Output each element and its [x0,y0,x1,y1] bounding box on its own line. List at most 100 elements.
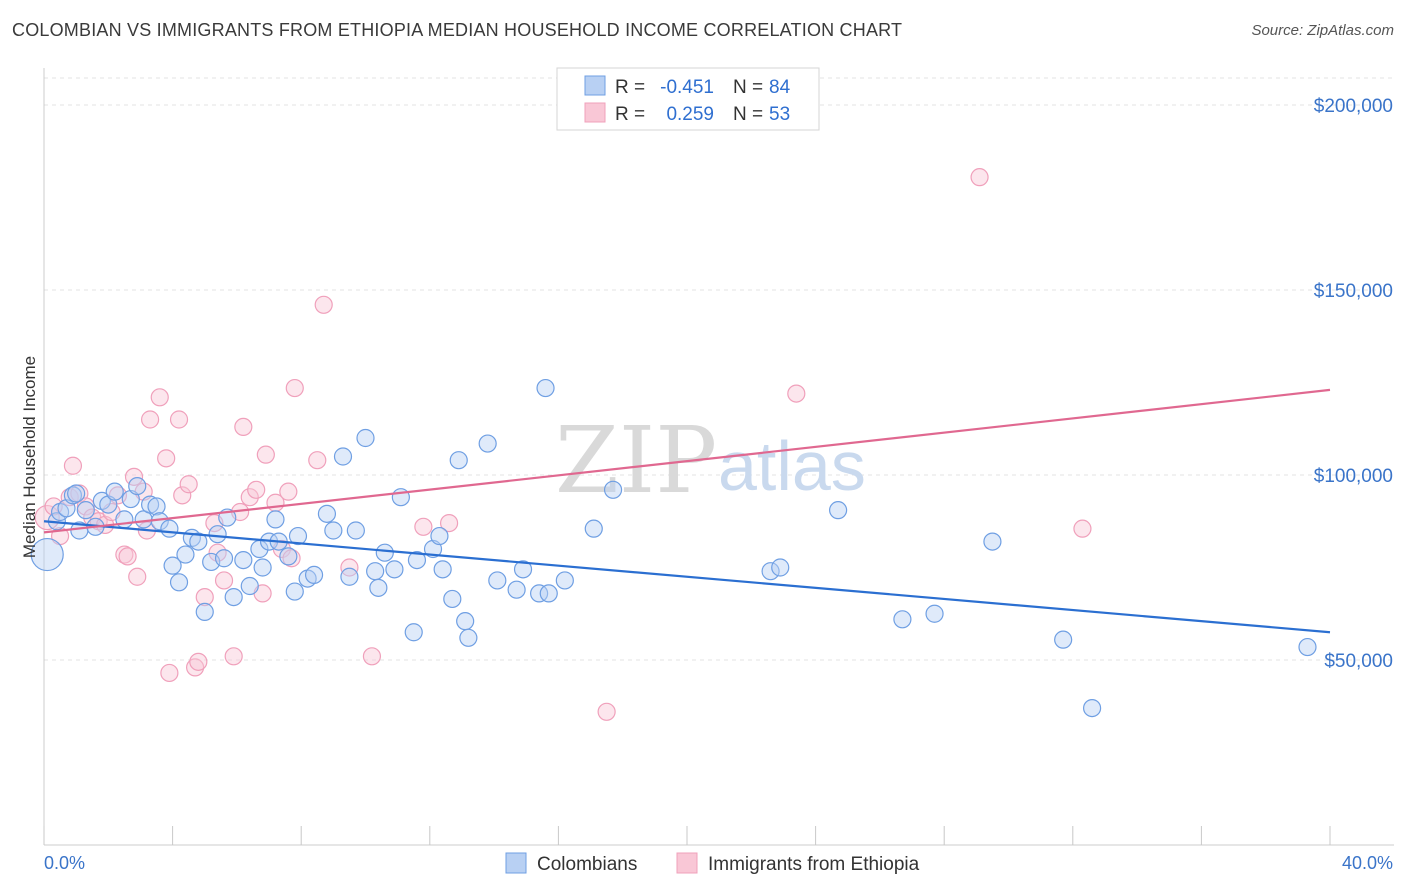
ethiopia-point [115,545,134,564]
colombians-point [771,558,790,577]
colombians-point [530,584,549,603]
colombians-point [430,526,449,546]
legend-n-label-2: N = [733,104,763,125]
colombians-point [407,550,427,570]
legend-r-value-1: -0.451 [660,77,714,98]
legend-r-label-2: R = [615,104,645,125]
colombians-point [140,495,160,514]
ethiopia-point [308,451,327,470]
colombians-point [983,532,1002,551]
correlation-legend: R = -0.451 N = 84 R = 0.259 N = 53 [556,67,820,131]
ethiopia-trend-line [43,388,1331,534]
ethiopia-point [279,482,298,501]
colombians-point [67,484,86,503]
legend-r-label-1: R = [615,77,645,98]
ethiopia-point [128,567,147,586]
x-tick-label-min: 0.0% [44,853,85,873]
colombians-point [1054,630,1073,649]
y-tick-label: $50,000 [1324,651,1393,672]
colombians-point [160,519,179,538]
legend-n-value-1: 84 [769,77,791,98]
colombians-trend-line [43,520,1331,634]
ethiopia-point [970,168,989,187]
colombians-point [224,587,243,607]
ethiopia-point [414,517,433,536]
colombians-point [433,560,452,579]
ethiopia-point [439,513,459,533]
ethiopia-point [256,445,275,464]
ethiopia-point [787,384,806,403]
ethiopia-point [314,295,333,314]
ethiopia-point [240,488,259,507]
colombians-point [266,510,285,529]
colombians-point [63,486,83,505]
colombians-point [304,565,324,585]
ethiopia-point [195,587,214,607]
y-axis-label: Median Household Income [20,356,39,558]
colombians-point [317,504,337,523]
ethiopia-point [118,547,137,566]
colombians-point [1298,637,1317,657]
colombians-point [169,573,189,592]
colombians-point [449,451,468,470]
bottom-legend-swatch-ethiopia [676,852,698,874]
ethiopia-point [34,504,60,531]
ethiopia-point [340,558,359,577]
colombians-point [555,571,574,590]
colombians-points [30,378,1317,718]
colombians-point [404,623,423,642]
ethiopia-point [1073,519,1092,538]
ethiopia-point [214,571,234,590]
colombians-point [507,580,526,599]
chart-source: Source: ZipAtlas.com [1251,22,1394,39]
x-axis-ticks [43,826,1331,845]
ethiopia-point [140,410,160,429]
bottom-legend-swatch-colombians [505,852,527,874]
legend-swatch-colombians [584,75,606,96]
colombians-point [285,582,304,601]
axes [43,68,1394,846]
colombians-point [513,560,533,579]
colombians-point [829,501,848,520]
x-tick-label-max: 40.0% [1342,853,1393,873]
colombians-point [163,556,182,575]
ethiopia-point [285,378,304,398]
colombians-point [195,602,214,622]
trend-lines [43,388,1331,634]
y-tick-label: $100,000 [1314,466,1393,487]
ethiopia-point [173,486,192,505]
colombians-point [279,547,298,566]
colombians-point [189,532,208,551]
colombians-point [584,519,603,538]
colombians-point [539,584,558,603]
colombians-point [893,610,912,629]
colombians-point [147,497,166,516]
chart-title: COLOMBIAN VS IMMIGRANTS FROM ETHIOPIA ME… [12,20,903,40]
colombians-point [208,525,227,544]
ethiopia-point [150,388,169,407]
colombians-point [346,521,365,540]
ethiopia-point [189,652,208,671]
colombians-point [603,480,623,499]
colombians-point [536,378,555,398]
ethiopia-point [282,549,301,568]
colombians-point [366,562,385,581]
grid-lines [44,77,1394,661]
series-legend: Colombians Immigrants from Ethiopia [505,852,920,875]
colombians-point [375,543,394,562]
ethiopia-point [247,480,266,499]
colombians-point [324,521,343,540]
legend-r-value-2: 0.259 [666,104,714,125]
ethiopia-point [224,647,243,666]
ethiopia-point [63,456,83,475]
colombians-point [443,589,462,609]
ethiopia-point [186,658,205,677]
colombians-point [456,612,475,631]
legend-n-value-2: 53 [769,104,790,125]
colombians-point [30,537,64,572]
colombians-point [234,550,253,570]
colombians-point [1082,698,1102,718]
colombians-point [333,447,353,466]
colombians-point [128,477,147,496]
ethiopia-point [597,702,616,721]
